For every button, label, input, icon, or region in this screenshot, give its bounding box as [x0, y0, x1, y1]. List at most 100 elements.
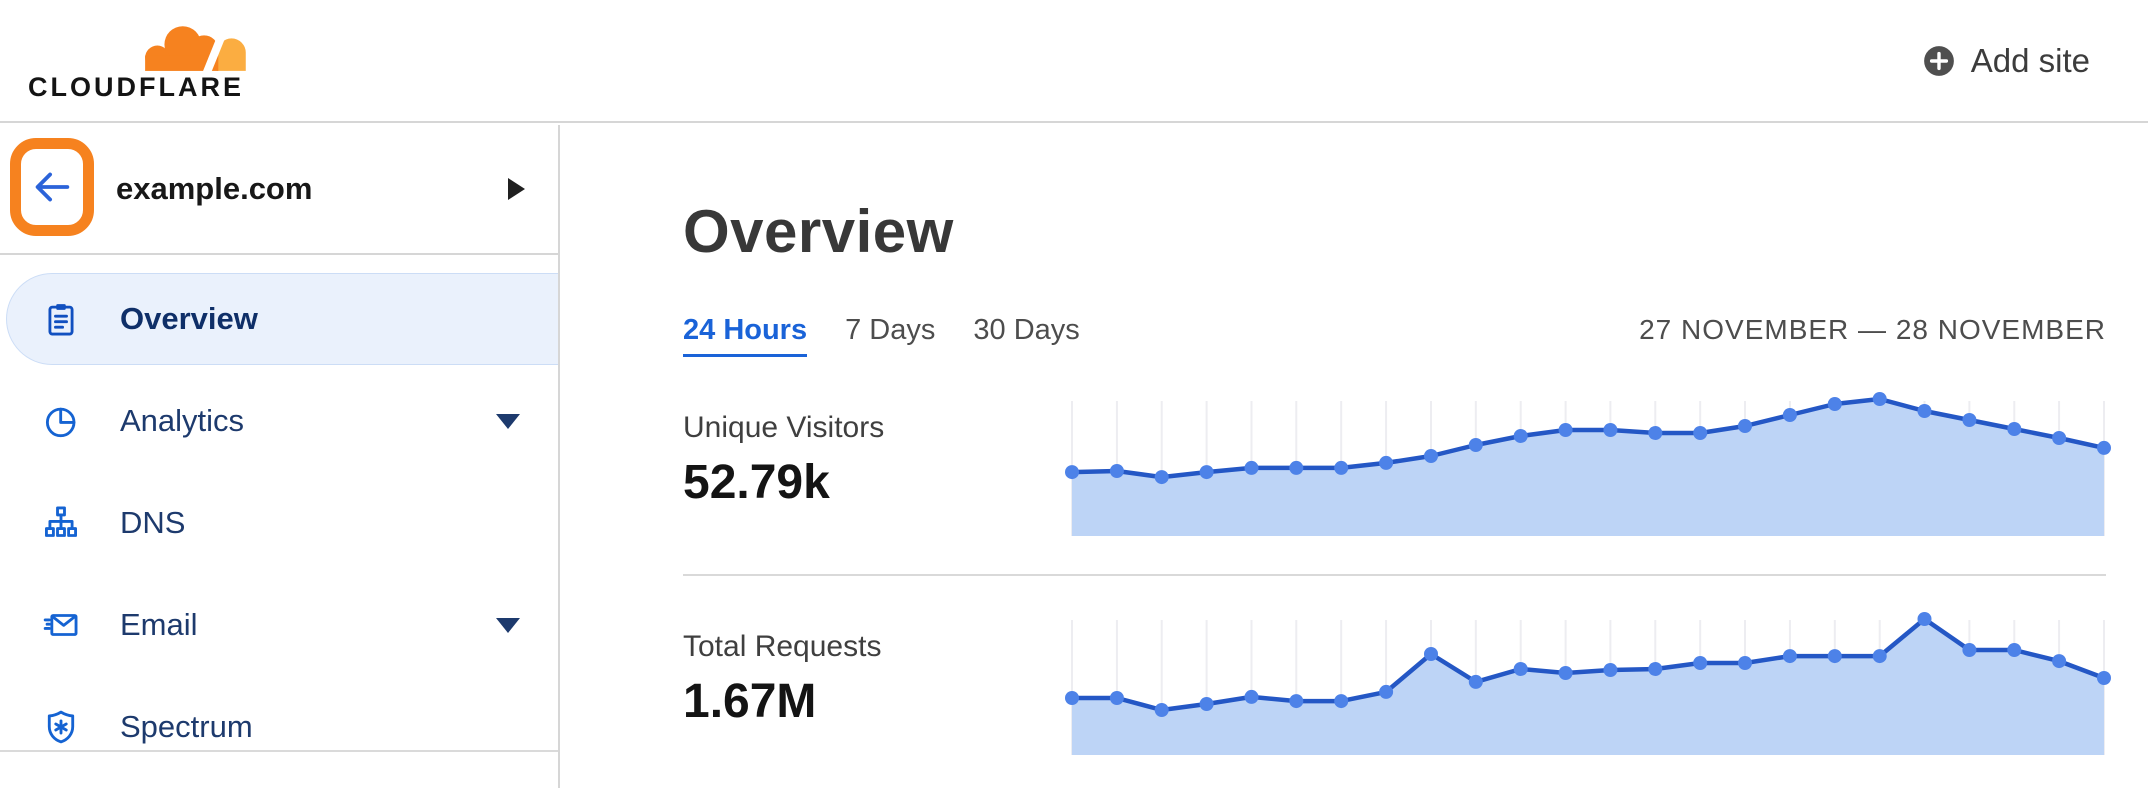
date-range-label: 27 NOVEMBER — 28 NOVEMBER	[1639, 314, 2106, 345]
data-point-dot[interactable]	[1782, 649, 1797, 664]
stat-info: Unique Visitors 52.79k	[683, 389, 1072, 536]
arrow-left-icon	[35, 172, 70, 202]
back-button[interactable]	[29, 164, 75, 210]
chevron-down-icon[interactable]	[496, 413, 520, 429]
data-point-dot[interactable]	[2052, 431, 2067, 445]
unique-visitors-sparkline-chart[interactable]	[1065, 389, 2111, 536]
data-point-dot[interactable]	[1154, 470, 1169, 485]
data-point-dot[interactable]	[1827, 397, 1842, 411]
sidebar-item-label: Spectrum	[120, 709, 253, 744]
data-point-dot[interactable]	[1738, 656, 1752, 670]
stat-value: 1.67M	[683, 675, 817, 728]
tab-24-hours[interactable]: 24 Hours	[683, 314, 808, 357]
sidebar-item-label: DNS	[120, 505, 186, 540]
tab-7-days[interactable]: 7 Days	[845, 314, 936, 346]
data-point-dot[interactable]	[1109, 691, 1124, 705]
top-header: CLOUDFLARE Add site	[0, 0, 2148, 123]
data-point-dot[interactable]	[2007, 643, 2022, 657]
clipboard-icon	[42, 300, 80, 338]
sitemap-icon	[42, 504, 80, 542]
back-button-highlight-annotation	[10, 138, 94, 236]
time-range-tabs: 24 Hours 7 Days 30 Days	[683, 314, 1080, 357]
sidebar-section-divider	[0, 750, 558, 752]
data-point-dot[interactable]	[1603, 663, 1618, 677]
data-point-dot[interactable]	[1468, 438, 1483, 452]
plus-circle-icon	[1923, 45, 1954, 76]
data-point-dot[interactable]	[1827, 649, 1842, 664]
data-point-dot[interactable]	[1379, 455, 1394, 470]
time-range-bar: 24 Hours 7 Days 30 Days 27 NOVEMBER — 28 N…	[683, 314, 2148, 357]
data-point-dot[interactable]	[1379, 684, 1394, 699]
site-header: example.com	[0, 125, 558, 255]
data-point-dot[interactable]	[1872, 392, 1887, 406]
stat-info: Total Requests 1.67M	[683, 608, 1072, 755]
cloudflare-cloud-icon	[145, 26, 246, 71]
data-point-dot[interactable]	[1558, 423, 1573, 437]
data-point-dot[interactable]	[1109, 464, 1124, 478]
data-point-dot[interactable]	[1289, 694, 1304, 709]
data-point-dot[interactable]	[1513, 429, 1528, 443]
site-name: example.com	[116, 171, 313, 206]
data-point-dot[interactable]	[2097, 440, 2111, 455]
data-point-dot[interactable]	[1962, 413, 1977, 427]
chevron-down-icon[interactable]	[496, 617, 520, 633]
page-title: Overview	[683, 198, 954, 265]
add-site-button[interactable]: Add site	[1922, 42, 2090, 80]
data-point-dot[interactable]	[2097, 671, 2111, 685]
data-point-dot[interactable]	[1065, 465, 1079, 480]
data-point-dot[interactable]	[1289, 460, 1304, 475]
stats-section: Unique Visitors 52.79k Total Requests 1.67M	[683, 389, 2148, 755]
cloudflare-logo[interactable]: CLOUDFLARE	[28, 18, 260, 103]
add-site-label: Add site	[1970, 41, 2090, 79]
data-point-dot[interactable]	[1872, 649, 1887, 664]
stat-value: 52.79k	[683, 456, 830, 509]
data-point-dot[interactable]	[1917, 404, 1932, 418]
sidebar-item-dns[interactable]: DNS	[0, 500, 558, 546]
total-requests-sparkline-chart[interactable]	[1065, 608, 2111, 755]
data-point-dot[interactable]	[1244, 689, 1259, 704]
data-point-dot[interactable]	[1334, 694, 1349, 709]
sidebar-nav: Overview Analytics DNS Email Spectrum	[0, 255, 558, 750]
data-point-dot[interactable]	[1334, 460, 1349, 475]
data-point-dot[interactable]	[1693, 426, 1708, 440]
data-point-dot[interactable]	[1693, 656, 1708, 670]
sidebar-item-spectrum[interactable]: Spectrum	[0, 704, 558, 750]
data-point-dot[interactable]	[2007, 422, 2022, 436]
data-point-dot[interactable]	[1199, 465, 1214, 480]
data-point-dot[interactable]	[1648, 426, 1663, 440]
stat-row-divider	[683, 574, 2106, 576]
sidebar-item-analytics[interactable]: Analytics	[0, 398, 558, 444]
data-point-dot[interactable]	[1244, 460, 1259, 475]
sidebar-item-label: Overview	[120, 301, 258, 336]
data-point-dot[interactable]	[1424, 449, 1438, 463]
sidebar-item-label: Analytics	[120, 403, 245, 438]
stat-label: Unique Visitors	[683, 411, 885, 444]
cloudflare-wordmark: CLOUDFLARE	[28, 72, 244, 102]
pie-chart-icon	[42, 402, 80, 440]
chevron-right-icon[interactable]	[508, 178, 525, 200]
data-point-dot[interactable]	[2052, 654, 2067, 669]
data-point-dot[interactable]	[1513, 662, 1528, 676]
data-point-dot[interactable]	[1648, 662, 1663, 676]
data-point-dot[interactable]	[1962, 643, 1977, 657]
main-content: Overview 24 Hours 7 Days 30 Days 27 NOVEMB…	[560, 125, 2148, 788]
data-point-dot[interactable]	[1558, 666, 1573, 680]
data-point-dot[interactable]	[1424, 647, 1438, 661]
stat-label: Total Requests	[683, 630, 882, 663]
shield-icon	[42, 708, 80, 746]
sidebar: example.com Overview Analytics DNS Email Spe…	[0, 125, 560, 788]
data-point-dot[interactable]	[1603, 423, 1618, 437]
stat-row-total-requests: Total Requests 1.67M	[683, 608, 2148, 755]
email-icon	[42, 606, 80, 644]
data-point-dot[interactable]	[1199, 697, 1214, 711]
data-point-dot[interactable]	[1917, 612, 1932, 626]
sidebar-item-email[interactable]: Email	[0, 602, 558, 648]
data-point-dot[interactable]	[1738, 419, 1752, 433]
data-point-dot[interactable]	[1468, 674, 1483, 689]
sidebar-item-overview[interactable]: Overview	[0, 273, 558, 365]
tab-30-days[interactable]: 30 Days	[973, 314, 1080, 346]
data-point-dot[interactable]	[1065, 691, 1079, 705]
data-point-dot[interactable]	[1782, 408, 1797, 422]
sidebar-item-label: Email	[120, 607, 198, 642]
data-point-dot[interactable]	[1154, 703, 1169, 717]
